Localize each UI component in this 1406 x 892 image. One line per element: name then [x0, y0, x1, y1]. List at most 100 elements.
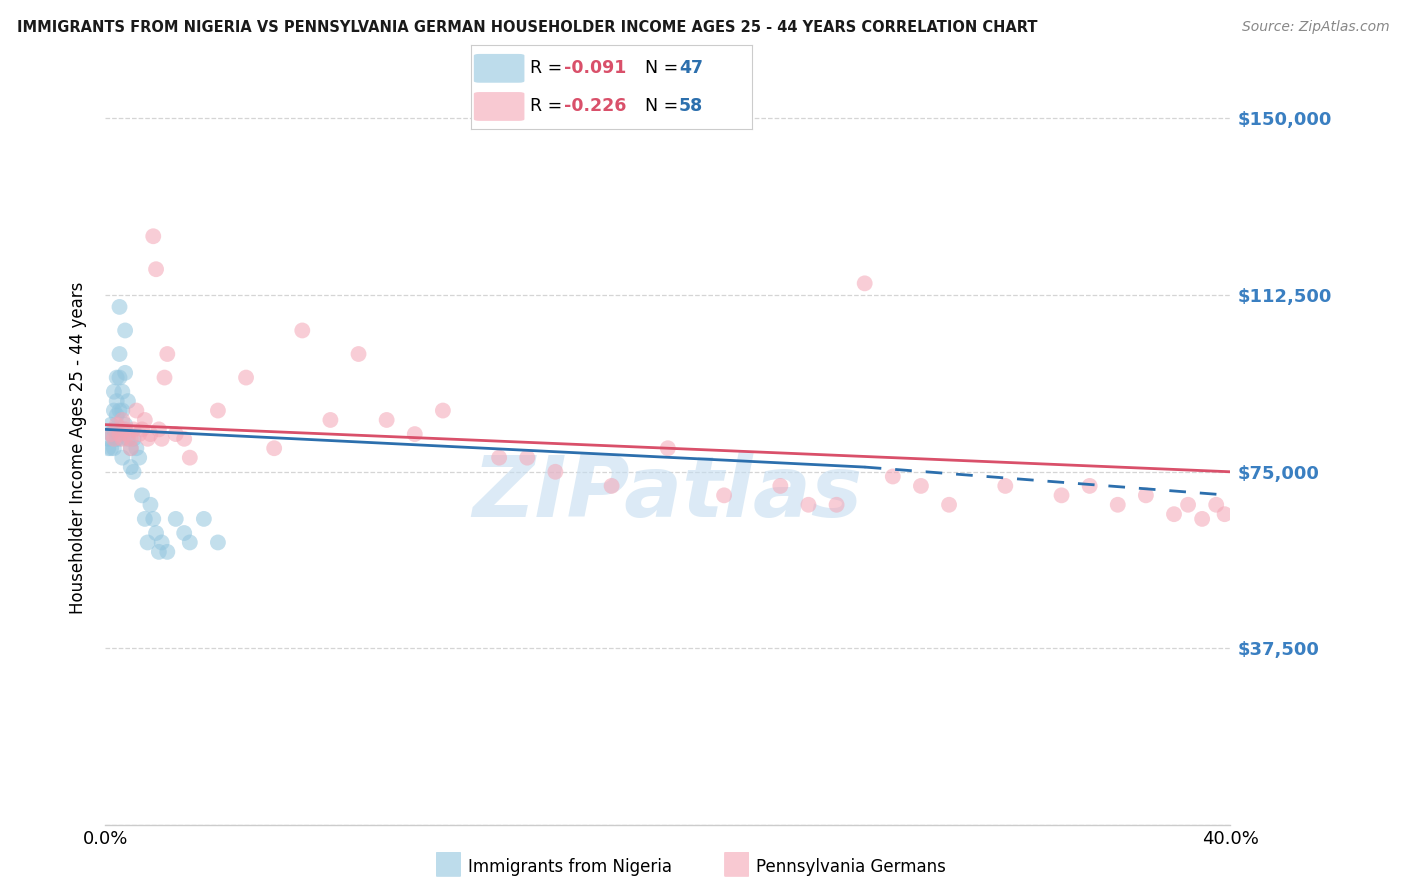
Point — [1135, 488, 1157, 502]
Text: -0.226: -0.226 — [564, 97, 626, 115]
Point — [1050, 488, 1073, 502]
Point — [122, 465, 145, 479]
Text: 58: 58 — [679, 97, 703, 115]
Point — [148, 545, 170, 559]
Point — [938, 498, 960, 512]
Point — [193, 512, 215, 526]
Point — [235, 370, 257, 384]
Point — [122, 422, 145, 436]
Point — [825, 498, 848, 512]
Point — [173, 432, 195, 446]
Point — [1177, 498, 1199, 512]
Point — [111, 422, 134, 436]
Point — [103, 403, 125, 417]
Point — [769, 479, 792, 493]
Point — [103, 422, 125, 436]
Point — [122, 432, 145, 446]
Point — [114, 422, 136, 436]
Point — [111, 403, 134, 417]
Point — [105, 394, 128, 409]
Point — [544, 465, 567, 479]
Point — [111, 384, 134, 399]
Point — [139, 498, 162, 512]
Text: -0.091: -0.091 — [564, 60, 626, 78]
Point — [136, 535, 159, 549]
Point — [134, 413, 156, 427]
Point — [1213, 507, 1236, 521]
Point — [516, 450, 538, 465]
Point — [713, 488, 735, 502]
Point — [145, 262, 167, 277]
Text: Source: ZipAtlas.com: Source: ZipAtlas.com — [1241, 20, 1389, 34]
Point — [134, 512, 156, 526]
Text: N =: N = — [645, 97, 679, 115]
Point — [910, 479, 932, 493]
Point — [165, 512, 187, 526]
Point — [145, 526, 167, 541]
Text: Immigrants from Nigeria: Immigrants from Nigeria — [468, 858, 672, 876]
Point — [100, 417, 122, 432]
Text: 47: 47 — [679, 60, 703, 78]
Point — [657, 441, 679, 455]
Point — [111, 432, 134, 446]
Point — [114, 417, 136, 432]
Point — [105, 370, 128, 384]
Point — [108, 432, 131, 446]
Point — [131, 488, 153, 502]
Point — [148, 422, 170, 436]
Point — [131, 422, 153, 436]
Y-axis label: Householder Income Ages 25 - 44 years: Householder Income Ages 25 - 44 years — [69, 282, 87, 615]
Point — [853, 277, 876, 291]
Point — [150, 432, 173, 446]
Point — [108, 347, 131, 361]
Point — [150, 535, 173, 549]
FancyBboxPatch shape — [474, 92, 524, 120]
Point — [103, 384, 125, 399]
Point — [128, 450, 150, 465]
Point — [103, 432, 125, 446]
Point — [173, 526, 195, 541]
Point — [432, 403, 454, 417]
Point — [120, 460, 142, 475]
Point — [117, 427, 139, 442]
Point — [97, 432, 120, 446]
Text: IMMIGRANTS FROM NIGERIA VS PENNSYLVANIA GERMAN HOUSEHOLDER INCOME AGES 25 - 44 Y: IMMIGRANTS FROM NIGERIA VS PENNSYLVANIA … — [17, 20, 1038, 35]
Point — [105, 409, 128, 423]
Point — [100, 427, 122, 442]
Point — [120, 441, 142, 455]
Point — [108, 300, 131, 314]
Text: N =: N = — [645, 60, 679, 78]
Point — [111, 450, 134, 465]
FancyBboxPatch shape — [724, 852, 749, 877]
Point — [120, 432, 142, 446]
Point — [207, 403, 229, 417]
Point — [375, 413, 398, 427]
Point — [120, 441, 142, 455]
Text: ZIPatlas: ZIPatlas — [472, 452, 863, 535]
Text: R =: R = — [530, 60, 562, 78]
Point — [117, 432, 139, 446]
Point — [97, 441, 120, 455]
Point — [103, 441, 125, 455]
Point — [165, 427, 187, 442]
Point — [100, 427, 122, 442]
Point — [111, 413, 134, 427]
Point — [291, 323, 314, 337]
Point — [179, 450, 201, 465]
Point — [114, 323, 136, 337]
Point — [1163, 507, 1185, 521]
Point — [797, 498, 820, 512]
Point — [108, 370, 131, 384]
Point — [105, 417, 128, 432]
Text: R =: R = — [530, 97, 562, 115]
Point — [139, 427, 162, 442]
Point — [1205, 498, 1227, 512]
Point — [100, 441, 122, 455]
Point — [108, 403, 131, 417]
Point — [488, 450, 510, 465]
Point — [136, 432, 159, 446]
Point — [108, 427, 131, 442]
Point — [179, 535, 201, 549]
Point — [128, 427, 150, 442]
Point — [142, 512, 165, 526]
